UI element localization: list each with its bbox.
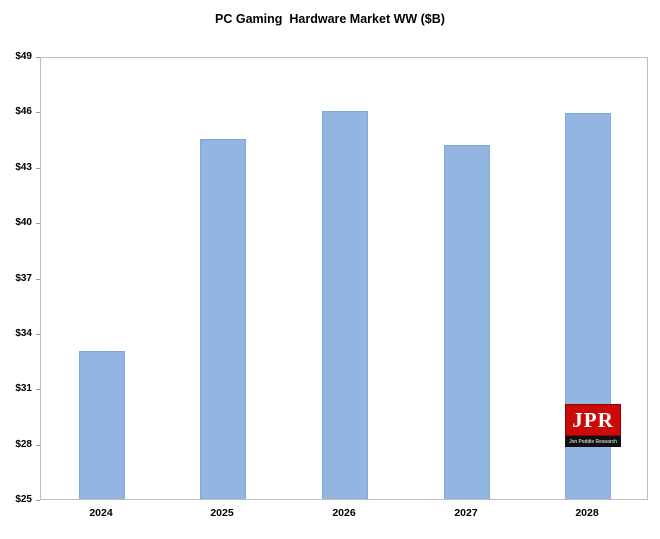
y-tick-label: $43 xyxy=(15,161,32,173)
x-tick-label: 2026 xyxy=(332,507,356,519)
y-tick-label: $46 xyxy=(15,106,32,118)
bar-2025 xyxy=(200,139,246,499)
y-tick-mark xyxy=(36,168,40,169)
y-tick-label: $37 xyxy=(15,272,32,284)
jpr-logo-box: JPR xyxy=(565,404,621,436)
x-tick-label: 2024 xyxy=(89,507,113,519)
y-tick-mark xyxy=(36,279,40,280)
y-tick-mark xyxy=(36,445,40,446)
y-tick-label: $49 xyxy=(15,51,32,62)
y-tick-label: $34 xyxy=(15,327,32,339)
jpr-logo-strip: Jon Peddie Research xyxy=(565,436,621,447)
y-tick-mark xyxy=(36,112,40,113)
y-tick-label: $40 xyxy=(15,217,32,229)
chart-title: PC Gaming Hardware Market WW ($B) xyxy=(215,12,445,26)
y-tick-mark xyxy=(36,389,40,390)
jpr-logo-subtext: Jon Peddie Research xyxy=(569,438,617,445)
x-tick-label: 2028 xyxy=(575,507,599,519)
x-tick-label: 2027 xyxy=(454,507,478,519)
jpr-logo-text: JPR xyxy=(572,407,614,432)
y-tick-mark xyxy=(36,500,40,501)
jpr-logo: JPR Jon Peddie Research xyxy=(565,404,621,447)
y-tick-mark xyxy=(36,334,40,335)
bar-2026 xyxy=(322,111,368,499)
plot-area: JPR Jon Peddie Research xyxy=(40,57,648,500)
y-tick-label: $25 xyxy=(15,494,32,505)
y-tick-label: $31 xyxy=(15,383,32,395)
x-tick-label: 2025 xyxy=(210,507,234,519)
y-tick-mark xyxy=(36,223,40,224)
y-tick-mark xyxy=(36,57,40,58)
y-tick-label: $28 xyxy=(15,438,32,450)
bar-2024 xyxy=(79,351,125,499)
bar-2027 xyxy=(444,145,490,499)
